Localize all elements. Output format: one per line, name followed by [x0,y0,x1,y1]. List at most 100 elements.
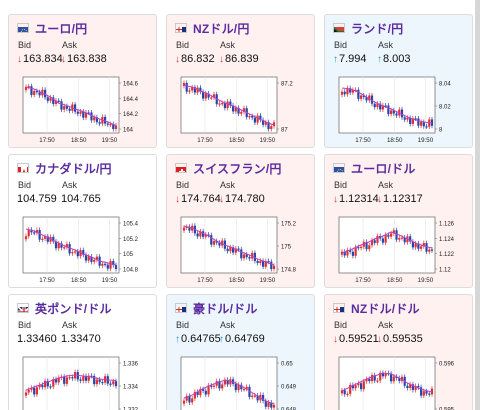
candle [267,402,270,407]
currency-card[interactable]: NZドル/ドルBidAsk↓0.59521↓0.595350.5960.5951… [324,294,473,410]
candle [207,234,210,236]
candle [71,252,74,254]
y-tick-label: 164.4 [123,97,139,103]
candle [33,90,36,95]
candle [24,87,28,90]
currency-pair-link[interactable]: 英ポンド/ドル [35,301,112,316]
card-header[interactable]: NZドル/円 [175,21,250,36]
candle [38,92,41,96]
currency-card[interactable]: NZドル/円 Bid Ask ↓86.832 ↓86.839 87.2 87 17:50 18:… [166,14,315,148]
candle [381,238,385,243]
candle [430,388,434,395]
card-header[interactable]: ユーロ/ドル [333,161,416,176]
currency-card[interactable]: ユーロ/ドル Bid Ask ↓1.12314 ↓1.12317 1.126 1.124 1.… [324,154,473,288]
candle [112,124,115,129]
candle [425,126,428,128]
ask-label: Ask [62,320,78,330]
y-tick-label: 164 [123,128,134,134]
candle [253,252,257,261]
candle [349,250,352,252]
currency-pair-link[interactable]: NZドル/ドル [351,301,420,316]
candle [340,91,344,95]
currency-pair-link[interactable]: スイスフラン/円 [193,161,282,176]
card-header[interactable]: ユーロ/円 [17,21,88,36]
candle [191,398,194,403]
candle [376,235,379,243]
currency-pair-link[interactable]: NZドル/円 [193,21,250,36]
candle [398,238,401,240]
currency-card[interactable]: スイスフラン/円 Bid Ask ↓174.764 ↓174.780 175.2 175 17… [166,154,315,288]
candle [231,247,235,253]
candle [114,381,118,387]
candle [93,117,96,121]
candle [400,237,404,239]
bid-value: ↑7.994 [333,53,367,65]
card-header[interactable]: 豪ドル/ドル [175,301,258,316]
chart-container: 175.2 175 174.8 17:50 18:50 19:50 [173,213,309,285]
candle [272,122,276,127]
y-tick-label: 174.8 [281,268,297,274]
card-header[interactable]: 英ポンド/ドル [17,301,112,316]
candle [373,375,376,381]
candle [411,118,415,124]
candle [63,247,66,249]
currency-pair-link[interactable]: ユーロ/ドル [351,161,416,176]
card-header[interactable]: スイスフラン/円 [175,161,282,176]
candle [41,385,44,388]
candle [384,373,387,377]
candle [196,233,199,237]
down-arrow-icon: ↓ [377,334,382,345]
currency-card[interactable]: カナダドル/円 Bid Ask 104.759 104.765 105.4 105.2 105… [8,154,157,288]
au-flag [175,303,187,313]
y-tick-label: 0.596 [439,362,455,368]
up-arrow-icon: ↑ [219,334,224,345]
card-header[interactable]: ランド/円 [333,21,404,36]
candle [370,95,374,104]
up-arrow-icon: ↑ [377,54,382,65]
bid-label: Bid [334,40,348,50]
candle [428,249,431,252]
currency-card[interactable]: ランド/円 Bid Ask ↑7.994 ↑8.003 8.04 8.02 8 17:50 18:… [324,14,473,148]
candle [267,261,270,263]
candle [182,227,186,231]
candle [365,97,368,101]
candle [185,226,188,228]
candle [226,101,229,109]
candle [49,386,52,388]
candle [357,89,360,99]
candle [259,260,262,264]
currency-pair-link[interactable]: ユーロ/円 [35,21,88,36]
candle [346,393,349,396]
candle [381,372,385,377]
candle [264,122,267,125]
card-header[interactable]: NZドル/ドル [333,301,420,316]
candle [82,111,85,118]
candle [65,106,69,109]
currency-pair-link[interactable]: カナダドル/円 [35,161,112,176]
candle [41,238,44,240]
x-tick-label: 18:50 [229,137,245,144]
y-tick-label: 105.4 [123,222,139,228]
candle [79,111,82,114]
candle [226,248,229,252]
candle [384,105,387,107]
card-header[interactable]: カナダドル/円 [17,161,112,176]
candle [270,261,273,269]
price-chart: 175.2 175 174.8 17:50 18:50 19:50 [180,216,297,284]
ask-value: ↓86.839 [219,53,259,65]
bid-label: Bid [176,40,190,50]
currency-card[interactable]: ユーロ/円 Bid Ask ↓163.834 ↓163.838 164.6 164.4 164… [8,14,157,148]
bid-label: Bid [18,180,32,190]
down-arrow-icon: ↓ [17,54,22,65]
scrollbar[interactable] [475,0,480,410]
currency-pair-link[interactable]: 豪ドル/ドル [193,301,258,316]
candle [256,395,259,401]
candle [218,103,221,105]
up-arrow-icon: ↑ [175,334,180,345]
currency-pair-link[interactable]: ランド/円 [351,21,404,36]
candle [57,100,60,102]
candle [76,251,79,257]
